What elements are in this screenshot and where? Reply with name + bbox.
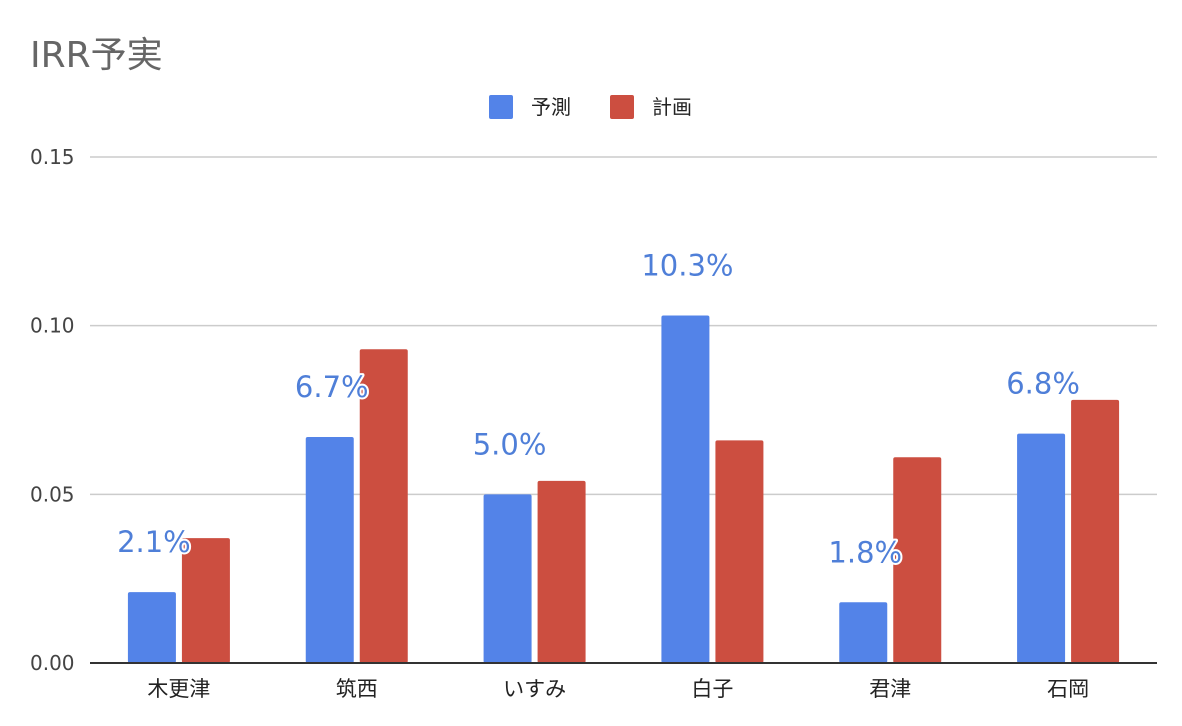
bar-plan [359,349,408,663]
x-tick-label: いすみ [503,677,566,701]
legend: 予測 計画 [489,95,692,119]
legend-swatch [489,95,513,119]
legend-swatch [610,95,634,119]
bar-plan [181,538,230,663]
data-label: 6.8% [1006,367,1080,401]
x-tick-label: 石岡 [1047,677,1089,701]
data-label: 5.0% [473,427,547,461]
bar-forecast [483,494,532,663]
x-axis-labels: 木更津 筑西 いすみ 白子 君津 石岡 [147,677,1089,701]
x-tick-label: 筑西 [336,677,378,701]
y-tick-label: 0.10 [30,314,75,338]
bar-plan [537,480,586,663]
bar-plan [893,457,942,663]
y-axis-ticks: 0.00 0.05 0.10 0.15 [30,145,75,675]
legend-label: 予測 [531,95,571,119]
y-tick-label: 0.05 [30,482,75,506]
x-tick-label: 白子 [691,677,733,701]
legend-label: 計画 [652,95,692,119]
y-tick-label: 0.15 [30,145,75,169]
chart-title: IRR予実 [30,35,163,76]
data-label: 2.1% [117,525,191,559]
data-labels: 2.1% 6.7% 5.0% 10.3% 1.8% 6.8% [115,247,1082,572]
gridlines [90,156,1157,496]
bar-forecast [839,602,888,663]
data-label: 1.8% [828,535,902,569]
bars [127,315,1120,663]
x-tick-label: 木更津 [147,677,210,701]
y-tick-label: 0.00 [30,651,75,675]
x-tick-label: 君津 [869,677,911,701]
bar-forecast [1017,433,1066,663]
bar-forecast [661,315,710,663]
bar-forecast [127,592,176,663]
data-label: 10.3% [641,249,733,283]
data-label: 6.7% [295,370,369,404]
bar-forecast [305,436,354,663]
bar-plan [715,440,764,663]
bar-plan [1071,399,1120,663]
